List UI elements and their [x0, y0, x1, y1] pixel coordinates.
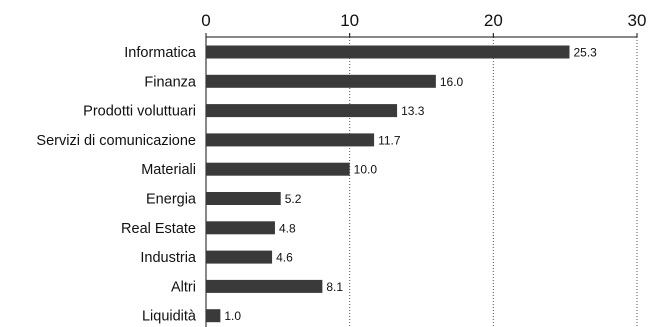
category-label: Informatica — [124, 45, 197, 61]
value-label: 5.2 — [285, 192, 302, 206]
value-label: 8.1 — [326, 280, 343, 294]
bar — [206, 104, 398, 118]
x-axis: 0 10 20 30 — [201, 11, 646, 327]
value-label: 10.0 — [354, 163, 378, 177]
category-label: Finanza — [144, 74, 197, 90]
bar — [206, 279, 323, 293]
x-tick-label: 0 — [201, 11, 210, 30]
x-tick-label: 20 — [484, 11, 503, 30]
value-label: 16.0 — [440, 75, 464, 89]
category-label: Real Estate — [121, 221, 196, 237]
category-label: Prodotti voluttuari — [83, 104, 196, 120]
category-label: Liquidità — [142, 309, 197, 325]
bar — [206, 221, 275, 235]
value-label: 25.3 — [573, 46, 597, 60]
bars — [206, 45, 570, 323]
category-label: Altri — [171, 279, 196, 295]
category-label: Servizi di comunicazione — [36, 133, 196, 149]
value-label: 1.0 — [224, 309, 241, 323]
bar — [206, 250, 273, 264]
bar — [206, 309, 221, 323]
category-label: Energia — [146, 192, 197, 208]
value-label: 11.7 — [378, 133, 401, 147]
value-labels: 25.3 16.0 13.3 11.7 10.0 5.2 4.8 4.6 8.1 1.0 — [224, 46, 597, 324]
bar — [206, 74, 436, 88]
value-label: 4.6 — [276, 251, 293, 265]
bar — [206, 133, 375, 147]
value-label: 4.8 — [279, 221, 296, 235]
category-labels: Informatica Finanza Prodotti voluttuari Ser… — [36, 45, 197, 325]
bar — [206, 45, 570, 59]
bar — [206, 162, 350, 176]
x-tick-label: 30 — [628, 11, 647, 30]
value-label: 13.3 — [401, 104, 425, 118]
bar — [206, 192, 281, 205]
x-tick-label: 10 — [340, 11, 359, 30]
category-label: Industria — [140, 250, 197, 266]
category-label: Materiali — [141, 162, 196, 178]
